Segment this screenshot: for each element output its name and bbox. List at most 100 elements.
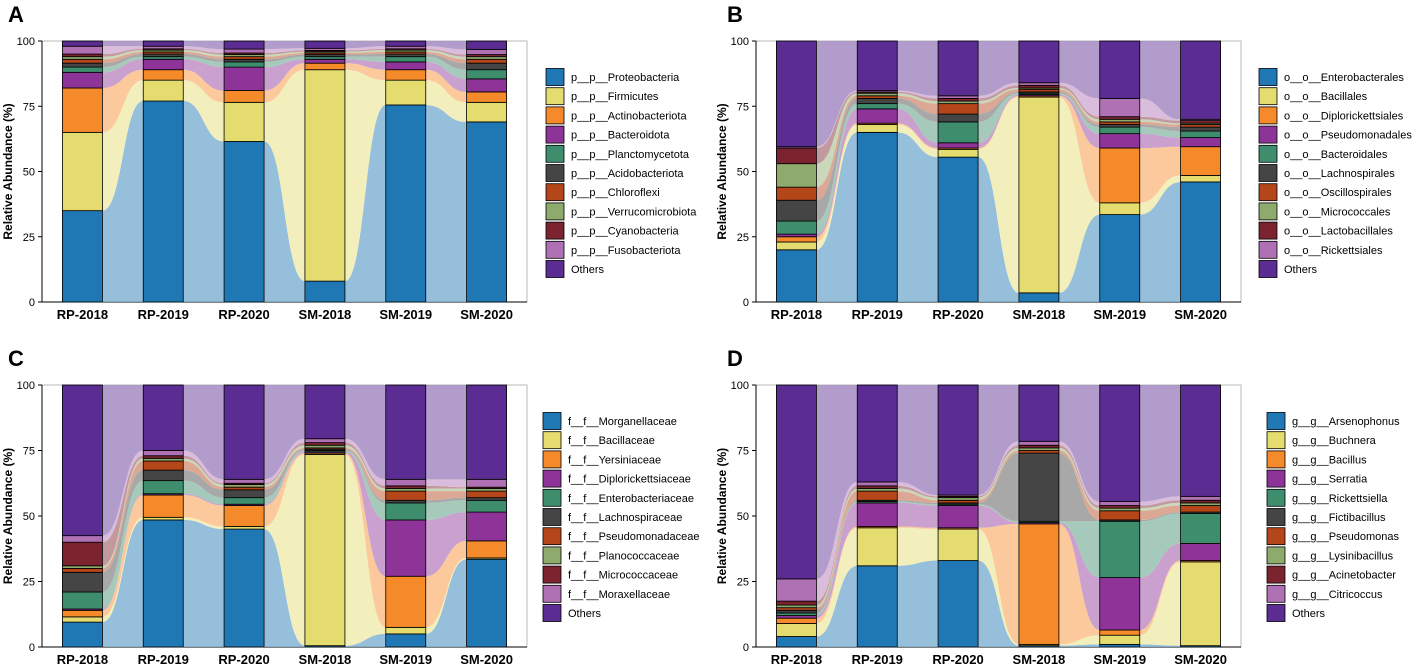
flow-o-o-oscillospirales	[1139, 121, 1181, 128]
bar-segment-g-g-buchnera	[776, 623, 817, 637]
legend-swatch-o-o-rickettsiales	[1258, 240, 1278, 259]
bar-segment-p-p-firmicutes	[142, 79, 184, 102]
bar-segment-g-g-bacillus	[1099, 629, 1141, 636]
flow-f-f-pseudomonadaceae	[102, 460, 144, 573]
bar-segment-g-g-serratia	[1180, 543, 1221, 561]
panel-d-x-tick-label: RP-2019	[852, 652, 903, 664]
bar-segment-p-p-planctomycetota	[466, 69, 507, 80]
panel-a-x-tick-label: SM-2018	[299, 307, 352, 322]
bar-segment-g-g-buchnera	[856, 527, 898, 567]
flow-f-f-lachnospiraceae	[102, 470, 144, 592]
bar-segment-o-o-lactobacillales	[776, 147, 817, 165]
flow-p-p-planctomycetota	[344, 56, 386, 62]
flow-f-f-yersiniaceae	[344, 453, 386, 628]
flow-o-o-enterobacterales	[816, 132, 858, 302]
bar-rp-2018	[62, 384, 103, 648]
flow-p-p-actinobacteriota	[344, 63, 386, 81]
panel-d-x-tick-label: SM-2020	[1174, 652, 1227, 664]
bar-segment-g-g-citricoccus	[856, 481, 898, 487]
bar-segment-f-f-lachnospiraceae	[142, 469, 184, 482]
bar-segment-g-g-citricoccus	[1180, 495, 1221, 501]
flow-g-g-buchnera	[1139, 561, 1181, 646]
bar-rp-2019	[142, 384, 184, 648]
legend-swatch-o-o-diplorickettsiales	[1258, 106, 1278, 125]
legend-label-f-f-lachnospiraceae: f__f__Lachnospiraceae	[568, 512, 682, 524]
bar-segment-others	[937, 384, 979, 496]
panel-c-y-tick-label: 50	[23, 511, 35, 523]
flow-others	[897, 385, 939, 496]
legend-swatch-p-p-planctomycetota	[545, 144, 565, 163]
bar-segment-g-g-serratia	[856, 502, 898, 527]
flow-p-p-bacteroidota	[344, 59, 386, 70]
flow-p-p-firmicutes	[102, 80, 144, 211]
legend-swatch-o-o-micrococcales	[1258, 202, 1278, 221]
panel-a-x-tick-label: RP-2019	[138, 307, 189, 322]
legend-swatch-p-p-bacteroidota	[545, 125, 565, 144]
flow-g-g-citricoccus	[1139, 496, 1181, 506]
bar-segment-o-o-bacillales	[1018, 96, 1060, 294]
bar-segment-f-f-diplorickettsiaceae	[385, 519, 427, 577]
legend-label-g-g-rickettsiella: g__g__Rickettsiella	[1292, 493, 1388, 505]
bar-segment-o-o-enterobacterales	[937, 156, 979, 303]
bar-segment-f-f-bacillaceae	[62, 616, 103, 623]
flow-o-o-bacillales	[978, 97, 1019, 293]
bar-segment-p-p-actinobacteriota	[385, 69, 427, 81]
bar-segment-f-f-moraxellaceae	[304, 438, 346, 444]
flow-f-f-bacillaceae	[264, 454, 305, 646]
legend-label-g-g-pseudomonas: g__g__Pseudomonas	[1292, 531, 1400, 543]
panel-d-y-tick-label: 100	[731, 380, 749, 392]
bar-segment-g-g-citricoccus	[776, 578, 817, 602]
bar-segment-o-o-pseudomonadales	[856, 108, 898, 124]
bar-segment-o-o-oscillospirales	[776, 186, 817, 201]
legend-label-g-g-arsenophonus: g__g__Arsenophonus	[1292, 416, 1400, 428]
bar-segment-p-p-proteobacteria	[466, 121, 507, 303]
bar-segment-f-f-moraxellaceae	[385, 478, 427, 487]
legend-label-p-p-acidobacteriota: p__p__Acidobacteriota	[571, 168, 684, 180]
panel-a-y-tick-label: 25	[23, 232, 35, 244]
panel-c-x-tick-label: SM-2018	[299, 652, 352, 664]
flow-f-f-yersiniaceae	[183, 495, 225, 527]
bar-sm-2018	[1018, 384, 1060, 648]
flow-p-p-proteobacteria	[183, 101, 225, 302]
bar-segment-g-g-arsenophonus	[776, 636, 817, 648]
legend-label-o-o-enterobacterales: o__o__Enterobacterales	[1284, 72, 1404, 84]
flow-f-f-micrococcaceae	[102, 455, 144, 566]
legend-label-g-g-fictibacillus: g__g__Fictibacillus	[1292, 512, 1386, 524]
bar-segment-g-g-pseudomonas	[856, 490, 898, 501]
bar-segment-p-p-firmicutes	[223, 101, 265, 142]
flow-o-o-lachnospirales	[816, 98, 858, 222]
legend-label-g-g-acinetobacter: g__g__Acinetobacter	[1292, 570, 1396, 582]
flow-o-o-bacillales	[1139, 175, 1181, 215]
panel-b-y-tick-label: 100	[731, 36, 749, 48]
legend-swatch-f-f-pseudomonadaceae	[542, 527, 562, 546]
bar-segment-o-o-bacillales	[1099, 202, 1141, 215]
flow-p-p-proteobacteria	[344, 104, 386, 302]
bar-segment-g-g-fictibacillus	[1018, 452, 1060, 522]
flow-o-o-rickettsiales	[1058, 82, 1100, 117]
flow-g-g-lysinibacillus	[897, 488, 939, 501]
bar-segment-f-f-yersiniaceae	[385, 575, 427, 628]
bar-segment-o-o-pseudomonadales	[1180, 137, 1221, 148]
flow-g-g-buchnera	[897, 527, 939, 566]
bar-segment-p-p-acidobacteriota	[62, 62, 103, 68]
panel-b-y-tick-label: 75	[737, 101, 749, 113]
flow-p-p-chloroflexi	[102, 51, 144, 64]
flow-o-o-enterobacterales	[978, 157, 1019, 302]
bar-segment-f-f-enterobacteriaceae	[466, 499, 507, 513]
flow-others	[425, 41, 467, 50]
flow-g-g-bacillus	[1139, 560, 1181, 636]
flow-g-g-lysinibacillus	[1058, 447, 1100, 511]
flow-others	[816, 385, 858, 579]
flow-g-g-fictibacillus	[1139, 512, 1181, 522]
bar-segment-o-o-oscillospirales	[937, 103, 979, 115]
bar-sm-2018	[304, 384, 346, 648]
flow-o-o-lactobacillales	[1058, 85, 1100, 120]
bar-segment-o-o-lachnospirales	[776, 199, 817, 222]
legend-label-g-g-serratia: g__g__Serratia	[1292, 474, 1368, 486]
flow-f-f-enterobacteriaceae	[183, 480, 225, 505]
bar-rp-2019	[142, 40, 184, 303]
panel-c-x-tick-label: SM-2020	[460, 652, 513, 664]
panel-d-flows	[816, 385, 1181, 647]
legend-swatch-g-g-arsenophonus	[1266, 412, 1286, 430]
flow-g-g-serratia	[816, 502, 858, 619]
